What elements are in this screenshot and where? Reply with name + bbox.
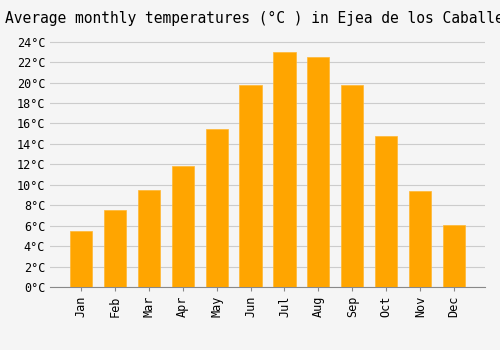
Bar <box>274 52 295 287</box>
Bar <box>240 85 262 287</box>
Bar <box>308 57 330 287</box>
Bar <box>206 128 228 287</box>
Title: Average monthly temperatures (°C ) in Ejea de los Caballeros: Average monthly temperatures (°C ) in Ej… <box>5 11 500 26</box>
Bar <box>104 210 126 287</box>
Bar <box>342 85 363 287</box>
Bar <box>409 191 432 287</box>
Bar <box>443 225 465 287</box>
Bar <box>138 190 160 287</box>
Bar <box>172 166 194 287</box>
Bar <box>70 231 92 287</box>
Bar <box>376 136 398 287</box>
